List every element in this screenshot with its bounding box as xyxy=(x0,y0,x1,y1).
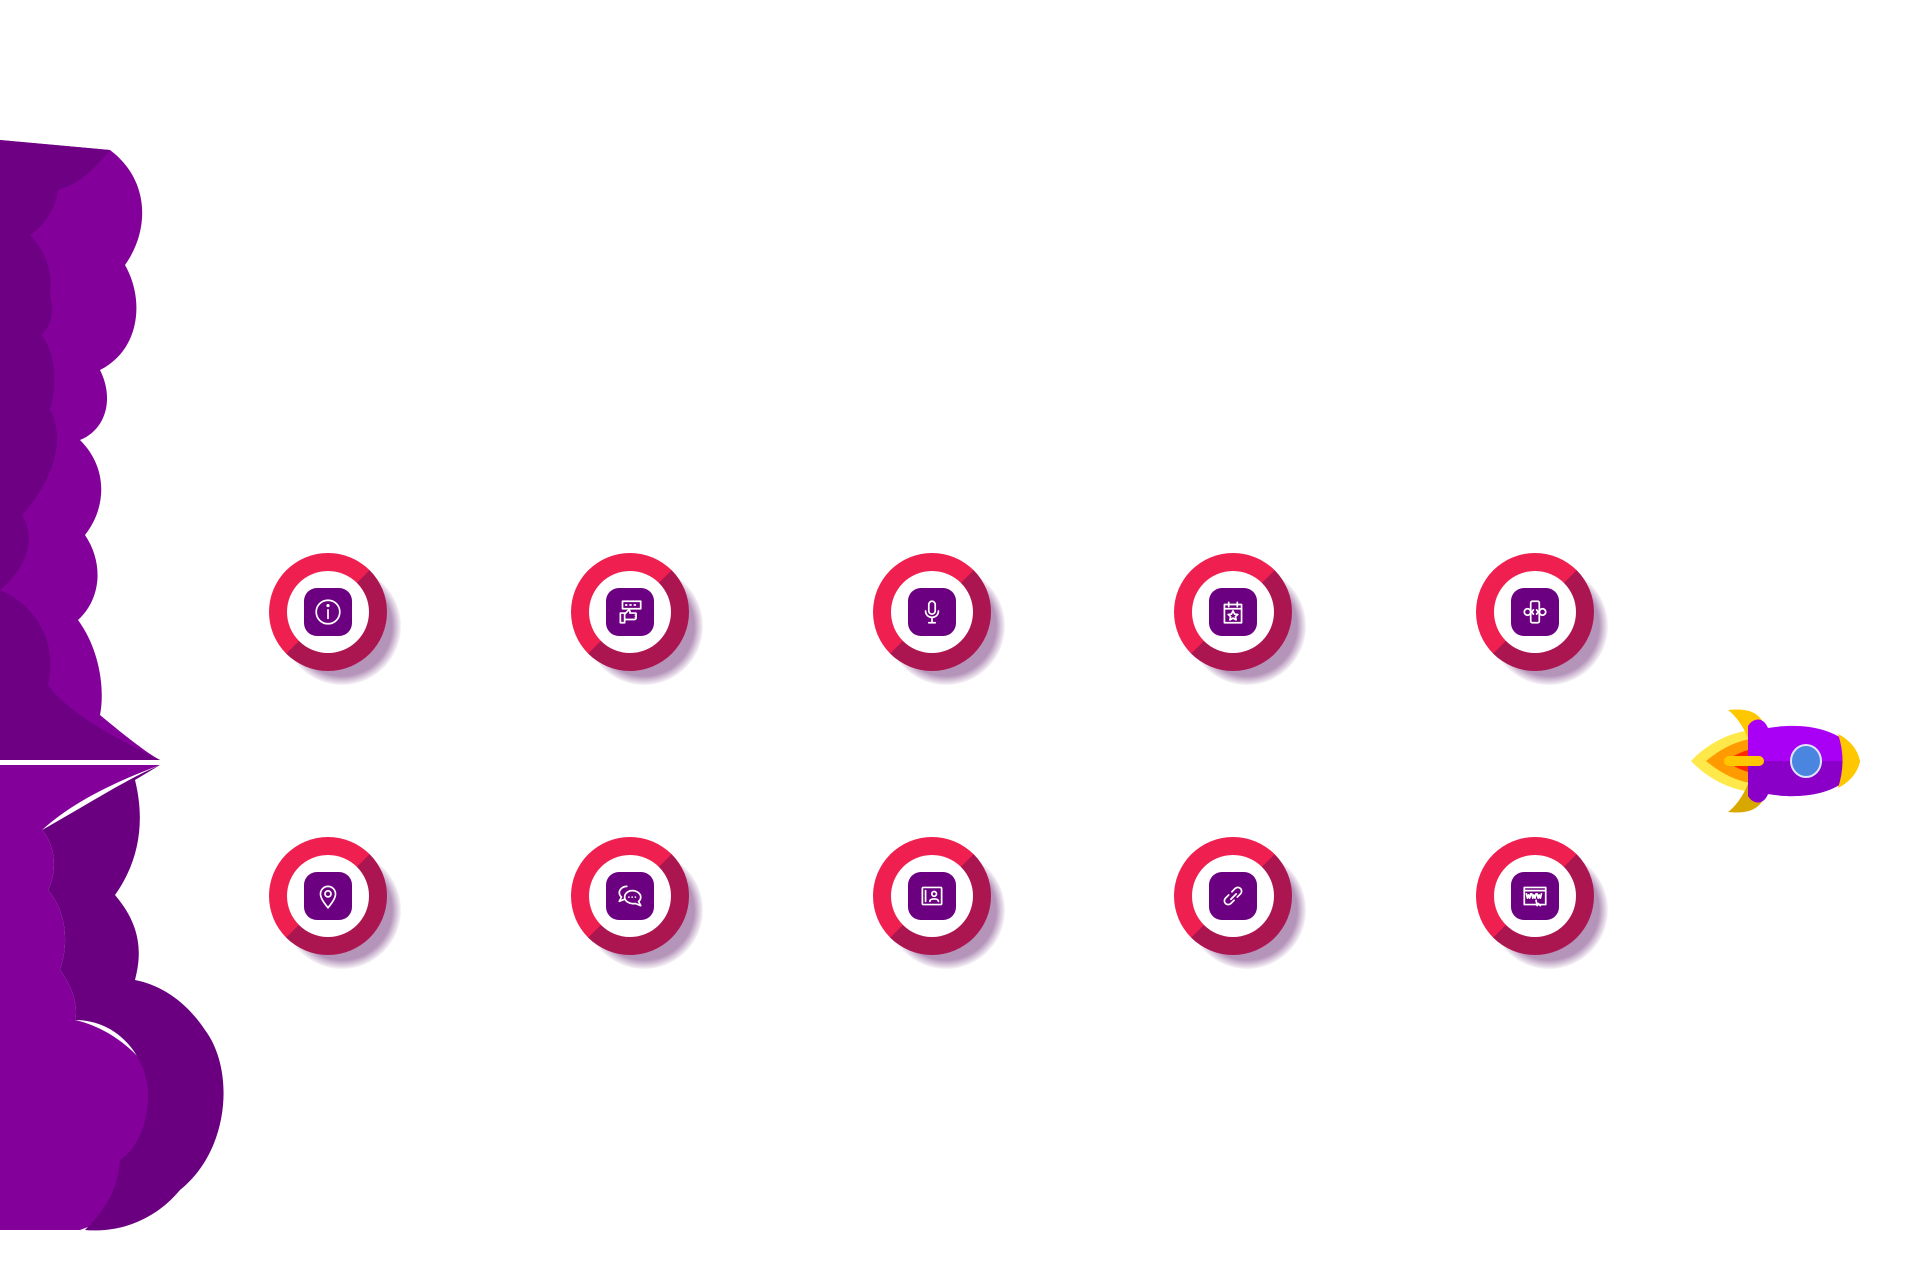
feature-badge-link[interactable] xyxy=(1174,837,1306,969)
rocket-window xyxy=(1790,744,1822,778)
feature-badge-rating-thumbs-up[interactable] xyxy=(571,553,703,685)
badge-tile xyxy=(908,872,956,920)
badge-tile xyxy=(1209,872,1257,920)
feature-badge-info[interactable] xyxy=(269,553,401,685)
badge-tile xyxy=(304,588,352,636)
feature-badge-calendar-star[interactable] xyxy=(1174,553,1306,685)
rocket-exhaust-bar xyxy=(1724,756,1764,766)
feature-badge-contact-card[interactable] xyxy=(873,837,1005,969)
feature-badge-location-pin[interactable] xyxy=(269,837,401,969)
rating-thumbs-up-icon xyxy=(619,600,642,624)
feature-badge-chat-bubbles[interactable] xyxy=(571,837,703,969)
website-www-icon xyxy=(1523,886,1547,907)
purple-clouds-decoration xyxy=(0,140,224,1231)
info-icon xyxy=(315,599,341,625)
badge-tile xyxy=(908,588,956,636)
microphone-icon xyxy=(924,600,940,624)
badge-tile xyxy=(606,872,654,920)
rocket-illustration xyxy=(1691,709,1860,813)
feature-badge-mobile-code[interactable] xyxy=(1476,553,1608,685)
feature-badge-microphone[interactable] xyxy=(873,553,1005,685)
badge-tile xyxy=(1209,588,1257,636)
location-pin-icon xyxy=(319,885,337,909)
mobile-code-icon xyxy=(1523,600,1547,624)
badge-tile xyxy=(606,588,654,636)
badge-tile xyxy=(1511,588,1559,636)
rocket-nose xyxy=(1838,734,1860,788)
chat-bubbles-icon xyxy=(618,885,642,907)
feature-badge-website-www[interactable] xyxy=(1476,837,1608,969)
link-icon xyxy=(1223,886,1243,906)
calendar-star-icon xyxy=(1223,601,1243,624)
badge-tile xyxy=(304,872,352,920)
contact-card-icon xyxy=(921,886,943,906)
badge-tile xyxy=(1511,872,1559,920)
